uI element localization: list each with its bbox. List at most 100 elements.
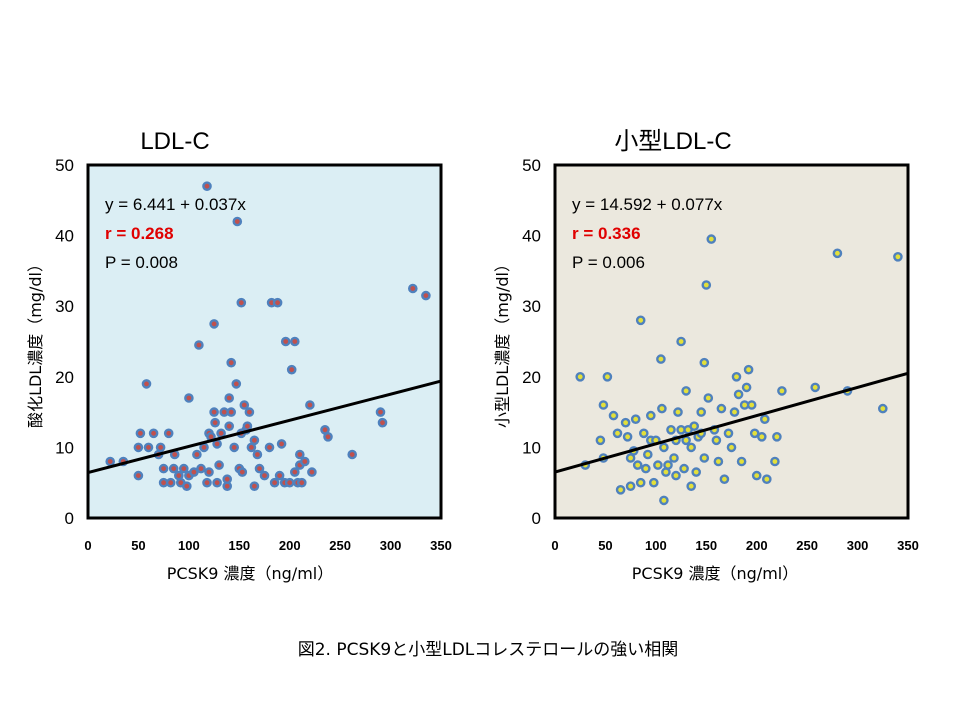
data-point — [192, 449, 202, 460]
data-point — [741, 382, 752, 393]
x-tick-label: 100 — [645, 538, 667, 553]
data-point — [646, 410, 656, 421]
data-point — [893, 251, 903, 262]
x-tick-label: 250 — [796, 538, 818, 553]
x-tick-label: 150 — [695, 538, 717, 553]
data-point — [625, 481, 636, 492]
data-point — [204, 467, 214, 477]
data-point — [810, 382, 821, 393]
data-point — [632, 460, 643, 470]
y-axis-ticks: 0 10 20 30 40 50 — [522, 156, 541, 528]
y-tick-label: 30 — [55, 297, 74, 316]
data-point — [643, 449, 653, 460]
data-point — [323, 431, 333, 442]
chart-small-ldl-c: 小型LDL-C 0 10 20 30 40 50 0 50 100 150 200 250 300 35… — [493, 128, 919, 583]
y-tick-label: 10 — [55, 438, 74, 457]
data-point — [878, 403, 888, 414]
data-point — [259, 470, 270, 481]
data-point — [770, 456, 780, 467]
data-point — [630, 414, 641, 425]
x-tick-label: 300 — [847, 538, 869, 553]
chart-title: LDL-C — [140, 128, 209, 155]
data-point — [832, 248, 843, 259]
data-point — [210, 417, 220, 428]
data-point — [135, 428, 146, 439]
data-point — [249, 481, 260, 492]
data-point — [184, 393, 194, 403]
data-point — [602, 371, 613, 382]
data-point — [222, 474, 232, 485]
data-point — [716, 403, 727, 414]
data-point — [289, 336, 300, 347]
data-point — [421, 290, 431, 301]
data-point — [299, 456, 310, 467]
y-axis-label: 小型LDL濃度（mg/dl） — [493, 256, 512, 428]
data-point — [598, 400, 609, 410]
data-point — [307, 467, 317, 477]
data-point — [612, 428, 623, 439]
data-point — [711, 435, 722, 446]
x-tick-label: 0 — [84, 538, 91, 553]
data-point — [178, 463, 189, 474]
regression-equation: y = 6.441 + 0.037x — [105, 195, 246, 214]
data-point — [242, 421, 253, 432]
data-point — [691, 467, 702, 477]
regression-equation: y = 14.592 + 0.077x — [572, 195, 723, 214]
data-point — [249, 435, 260, 446]
x-axis-label: PCSK9 濃度（ng/ml） — [167, 564, 333, 583]
data-point — [673, 407, 683, 417]
data-point — [224, 393, 234, 403]
y-tick-label: 30 — [522, 297, 541, 316]
data-point — [659, 495, 669, 506]
data-point — [757, 431, 767, 442]
data-point — [635, 315, 646, 326]
data-point — [286, 364, 297, 375]
data-point — [733, 389, 744, 400]
data-point — [196, 463, 206, 474]
y-tick-label: 20 — [522, 368, 541, 387]
data-point — [254, 463, 265, 474]
data-point — [226, 357, 236, 368]
data-point — [659, 442, 669, 453]
data-point — [199, 442, 209, 453]
data-point — [641, 463, 651, 474]
data-point — [272, 297, 283, 308]
data-point — [165, 477, 176, 488]
data-point — [622, 431, 633, 442]
data-point — [155, 442, 166, 453]
data-point — [232, 216, 243, 227]
data-point — [706, 234, 717, 244]
data-point — [226, 407, 236, 417]
data-point — [703, 393, 714, 403]
data-point — [679, 463, 689, 474]
y-tick-label: 0 — [65, 509, 74, 528]
correlation-r: r = 0.336 — [572, 224, 641, 243]
data-point — [236, 297, 247, 308]
data-point — [713, 456, 724, 467]
data-point — [181, 481, 192, 492]
data-point — [224, 421, 234, 432]
data-point — [676, 336, 686, 347]
data-point — [656, 354, 666, 364]
data-point — [212, 477, 222, 488]
data-point — [615, 484, 626, 495]
data-point — [194, 340, 204, 350]
data-point — [639, 428, 649, 439]
data-point — [595, 435, 606, 446]
data-point — [731, 371, 742, 382]
data-point — [377, 417, 388, 428]
data-point — [269, 477, 280, 488]
data-point — [296, 477, 307, 488]
x-tick-label: 200 — [746, 538, 768, 553]
data-point — [777, 386, 787, 396]
data-point — [772, 431, 782, 442]
y-tick-label: 20 — [55, 368, 74, 387]
data-point — [686, 442, 697, 453]
y-tick-label: 40 — [55, 227, 74, 246]
correlation-r: r = 0.268 — [105, 224, 174, 243]
x-axis-ticks: 0 50 100 150 200 250 300 350 — [84, 538, 451, 553]
data-point — [689, 421, 700, 432]
p-value: P = 0.008 — [105, 253, 178, 272]
data-point — [751, 470, 762, 481]
y-tick-label: 50 — [55, 156, 74, 175]
